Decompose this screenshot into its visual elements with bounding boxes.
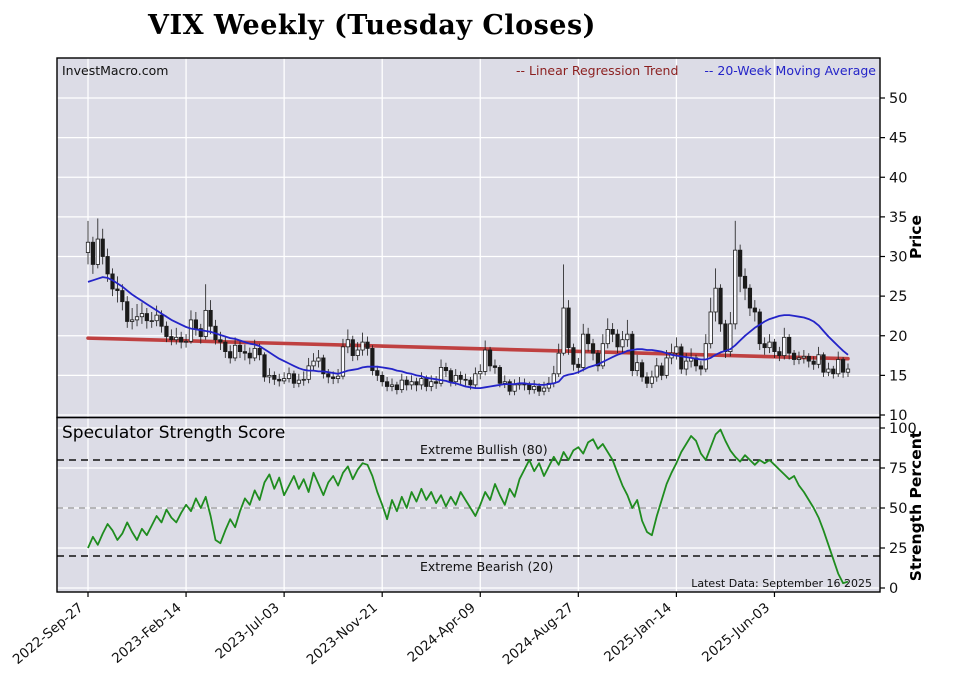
price-tick-label: 25: [889, 289, 907, 305]
chart-title: VIX Weekly (Tuesday Closes): [148, 10, 596, 41]
strength-tick-label: 25: [889, 541, 907, 557]
strength-axis-title: Strength Percent: [907, 430, 925, 582]
legend-linear-regression-trend: -- Linear Regression Trend: [516, 63, 679, 78]
x-tick-label: 2023-Feb-14: [109, 600, 185, 667]
x-tick-label: 2025-Jun-03: [699, 600, 773, 666]
price-axis-title: Price: [907, 214, 925, 260]
price-tick-label: 30: [889, 250, 907, 266]
price-tick-label: 15: [889, 368, 907, 384]
price-tick-label: 20: [889, 329, 907, 345]
panel-frames: [56, 57, 881, 593]
legend-20-week-moving-average: -- 20-Week Moving Average: [704, 63, 876, 78]
strength-tick-label: 50: [889, 501, 907, 517]
strength-tick-label: 0: [889, 581, 898, 597]
extreme-bearish-label: Extreme Bearish (20): [420, 559, 554, 574]
candlesticks: [85, 218, 851, 396]
strength-panel-title: Speculator Strength Score: [62, 423, 286, 443]
x-tick-label: 2023-Nov-21: [304, 600, 381, 668]
price-tick-label: 45: [889, 131, 907, 147]
price-tick-label: 40: [889, 170, 907, 186]
legend: -- Linear Regression Trend -- 20-Week Mo…: [516, 63, 876, 78]
x-tick-label: 2023-Jul-03: [212, 600, 282, 663]
threshold-lines: [57, 459, 880, 557]
price-tick-label: 10: [889, 408, 907, 424]
price-tick-label: 35: [889, 210, 907, 226]
regression-trend-line: [86, 336, 850, 361]
strength-score-line: [87, 428, 849, 585]
x-tick-label: 2022-Sep-27: [10, 600, 87, 668]
watermark: InvestMacro.com: [62, 63, 169, 78]
latest-data-label: Latest Data: September 16 2025: [691, 577, 872, 590]
extreme-bullish-label: Extreme Bullish (80): [420, 442, 548, 457]
x-tick-label: 2024-Aug-27: [500, 600, 577, 668]
panel-backgrounds: [57, 58, 880, 592]
strength-tick-label: 75: [889, 461, 907, 477]
moving-average-line: [87, 276, 849, 390]
strength-tick-label: 100: [889, 421, 917, 437]
x-tick-label: 2025-Jan-14: [601, 600, 675, 666]
price-tick-label: 50: [889, 91, 907, 107]
x-tick-label: 2024-Apr-09: [405, 600, 479, 666]
